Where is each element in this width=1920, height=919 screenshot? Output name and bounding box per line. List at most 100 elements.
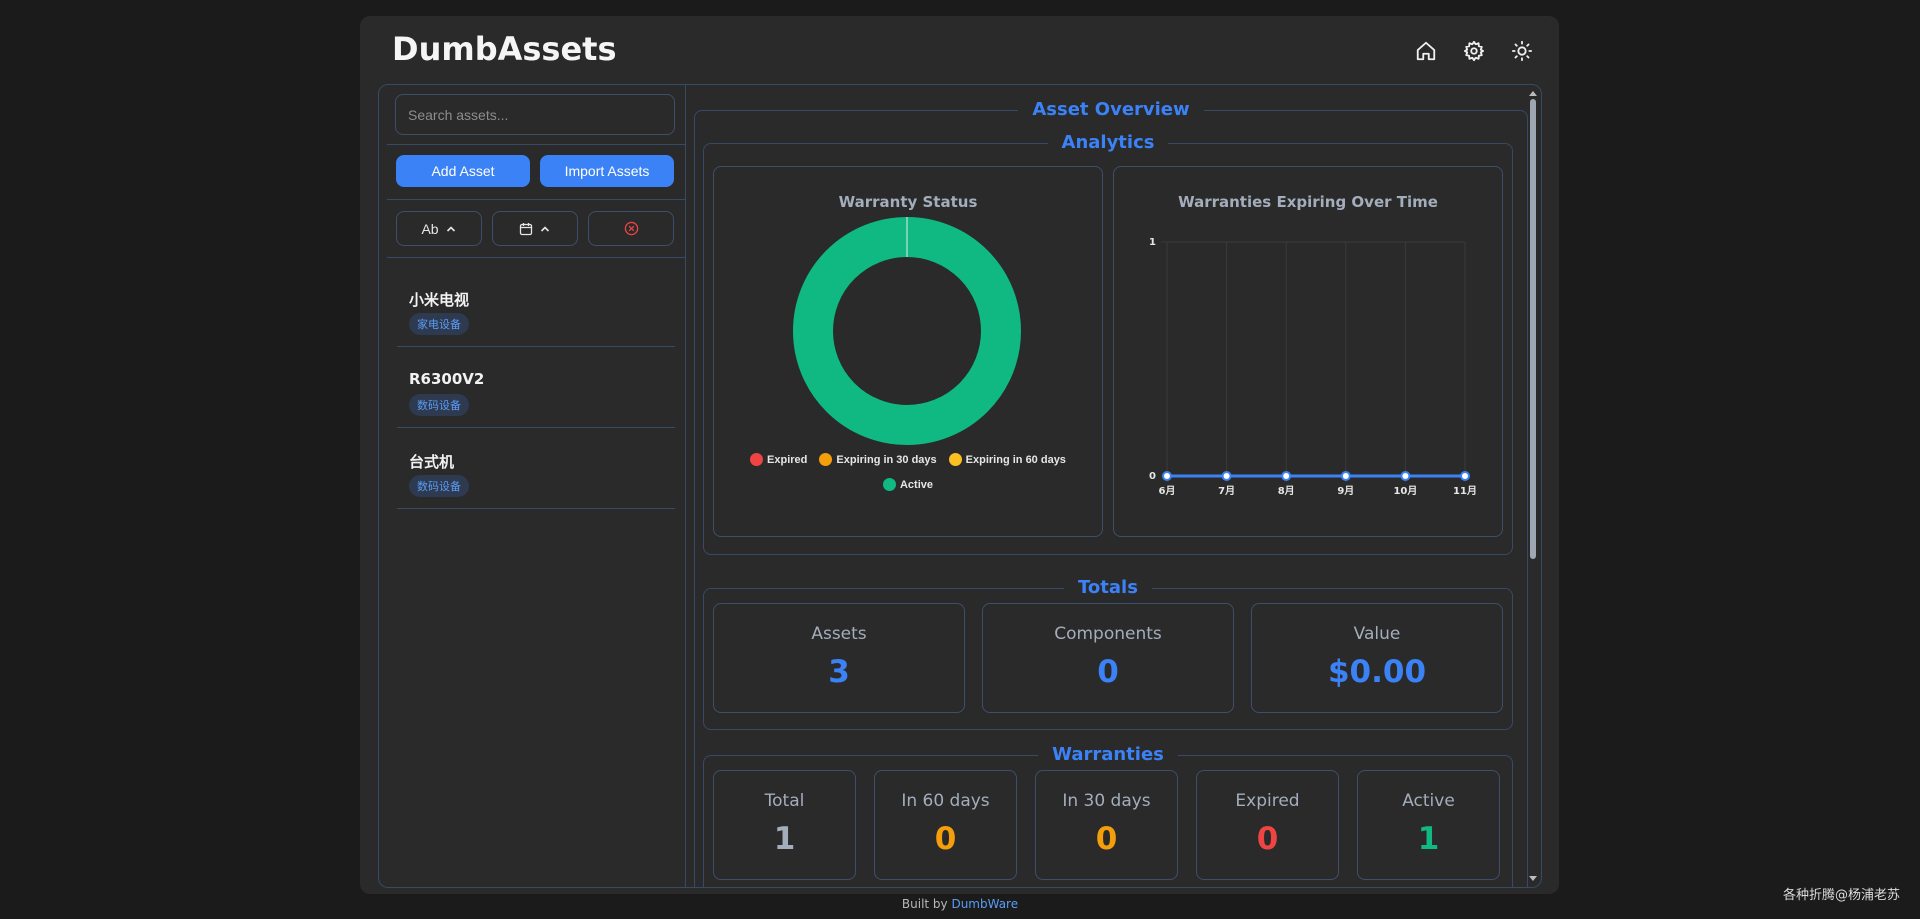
stat-card-warranty: In 30 days 0 <box>1035 770 1178 880</box>
scroll-down-arrow[interactable] <box>1529 876 1537 881</box>
home-icon[interactable] <box>1413 38 1439 64</box>
watermark: 各种折腾@杨浦老苏 <box>1782 888 1900 903</box>
stat-card-warranty: Expired 0 <box>1196 770 1339 880</box>
data-point[interactable] <box>1460 471 1470 481</box>
asset-tag[interactable]: 家电设备 <box>409 313 469 335</box>
stat-card-warranty: Active 1 <box>1357 770 1500 880</box>
chart-title: Warranties Expiring Over Time <box>1178 193 1438 211</box>
stat-value: $0.00 <box>1327 654 1427 690</box>
x-tick-label: 10月 <box>1393 485 1417 497</box>
import-assets-button[interactable]: Import Assets <box>540 155 674 187</box>
stat-card-warranty: In 60 days 0 <box>874 770 1017 880</box>
asset-overview-section: Asset Overview Analytics Warranty Status… <box>694 99 1528 887</box>
clear-filters-button[interactable] <box>588 211 674 246</box>
warranties-expiring-card: Warranties Expiring Over Time 0 1 6月 7月 8月 9月… <box>1113 166 1503 537</box>
stat-card-warranty: Total 1 <box>713 770 856 880</box>
sort-name-button[interactable]: Ab <box>396 211 482 246</box>
legend-label: Expiring in 60 days <box>965 453 1066 466</box>
stat-label: Total <box>764 791 805 811</box>
data-point[interactable] <box>1340 471 1351 481</box>
legend-item[interactable]: Active <box>882 478 934 491</box>
legend-swatch <box>882 478 896 491</box>
data-point[interactable] <box>1400 471 1411 481</box>
x-tick-label: 9月 <box>1337 485 1354 497</box>
asset-tag[interactable]: 数码设备 <box>409 475 469 497</box>
stat-value: 0 <box>1256 821 1279 857</box>
x-tick-label: 11月 <box>1453 485 1477 497</box>
footer: Built by DumbWare <box>0 897 1920 911</box>
totals-section: Totals Assets 3 Components 0 Value $0.00 <box>703 577 1513 730</box>
search-input[interactable] <box>395 94 675 135</box>
asset-list-item[interactable]: 台式机 数码设备 <box>397 428 675 509</box>
warranty-status-chart <box>793 217 1021 445</box>
legend-item[interactable]: Expired <box>750 453 807 466</box>
data-point[interactable] <box>1281 471 1292 481</box>
dashboard: Asset Overview Analytics Warranty Status… <box>686 85 1541 887</box>
app-title: DumbAssets <box>392 30 617 68</box>
stat-label: Components <box>1054 624 1162 644</box>
divider <box>387 257 685 258</box>
chart-legend: Active <box>714 478 1102 491</box>
warranties-section: Warranties Total 1 In 60 days 0 In 30 days 0 E… <box>703 744 1513 887</box>
stat-value: 1 <box>773 821 796 857</box>
x-tick-label: 6月 <box>1159 485 1176 497</box>
pie-slice-active[interactable] <box>793 217 1021 445</box>
sort-date-button[interactable] <box>492 211 578 246</box>
legend-label: Expired <box>767 453 808 466</box>
analytics-section: Analytics Warranty Status Expired Expiri… <box>703 132 1513 555</box>
stat-label: Assets <box>811 624 867 644</box>
warranty-status-card: Warranty Status Expired Expiring in 30 d… <box>713 166 1103 537</box>
stat-value: 0 <box>934 821 957 857</box>
asset-tag[interactable]: 数码设备 <box>409 394 469 416</box>
legend-item[interactable]: Expiring in 60 days <box>948 453 1066 466</box>
divider <box>387 199 685 200</box>
stat-value: 1 <box>1417 821 1440 857</box>
chart-legend: Expired Expiring in 30 days Expiring in … <box>714 453 1102 466</box>
warranties-expiring-chart: 0 1 6月 7月 8月 9月 10月 11月 <box>1149 237 1477 497</box>
scroll-up-arrow[interactable] <box>1529 91 1537 96</box>
dumbware-link[interactable]: DumbWare <box>951 897 1019 911</box>
divider <box>387 144 685 145</box>
stat-label: Expired <box>1235 791 1300 811</box>
asset-name: R6300V2 <box>409 370 485 388</box>
stat-value: 3 <box>828 654 850 690</box>
legend-swatch <box>948 453 962 466</box>
legend-label: Active <box>899 478 934 491</box>
sun-icon[interactable] <box>1509 38 1535 64</box>
section-title: Totals <box>1064 577 1152 598</box>
legend-swatch <box>750 453 764 466</box>
content-frame: Add Asset Import Assets Ab 小米电视 家电设备 <box>378 84 1542 888</box>
chevron-up-icon <box>446 225 455 232</box>
stat-card-assets: Assets 3 <box>713 603 965 713</box>
asset-list-item[interactable]: 小米电视 家电设备 <box>397 266 675 347</box>
stat-label: Active <box>1402 791 1455 811</box>
x-tick-label: 7月 <box>1218 485 1235 497</box>
section-title: Warranties <box>1038 744 1178 765</box>
y-tick-label: 0 <box>1149 471 1156 482</box>
scrollbar[interactable] <box>1529 91 1537 881</box>
clear-icon <box>624 221 638 236</box>
stat-value: 0 <box>1095 821 1118 857</box>
scrollbar-thumb[interactable] <box>1530 99 1536 559</box>
add-asset-button[interactable]: Add Asset <box>396 155 530 187</box>
section-title: Asset Overview <box>1018 99 1204 120</box>
y-tick-label: 1 <box>1149 237 1156 248</box>
chevron-up-icon <box>540 225 550 232</box>
stat-card-value: Value $0.00 <box>1251 603 1503 713</box>
footer-text: Built by <box>901 897 952 911</box>
data-point[interactable] <box>1162 471 1172 481</box>
section-title: Analytics <box>1047 132 1169 153</box>
legend-item[interactable]: Expiring in 30 days <box>819 453 937 466</box>
gear-icon[interactable] <box>1461 38 1487 64</box>
stat-label: In 60 days <box>901 791 990 811</box>
stat-label: In 30 days <box>1062 791 1151 811</box>
asset-name: 小米电视 <box>409 291 470 309</box>
legend-swatch <box>819 453 833 466</box>
data-point[interactable] <box>1221 471 1232 481</box>
sort-name-label: Ab <box>421 220 439 237</box>
asset-list-item[interactable]: R6300V2 数码设备 <box>397 347 675 428</box>
stat-value: 0 <box>1097 654 1119 690</box>
header-actions <box>1413 38 1535 64</box>
chart-title: Warranty Status <box>838 193 978 211</box>
asset-name: 台式机 <box>409 453 455 471</box>
